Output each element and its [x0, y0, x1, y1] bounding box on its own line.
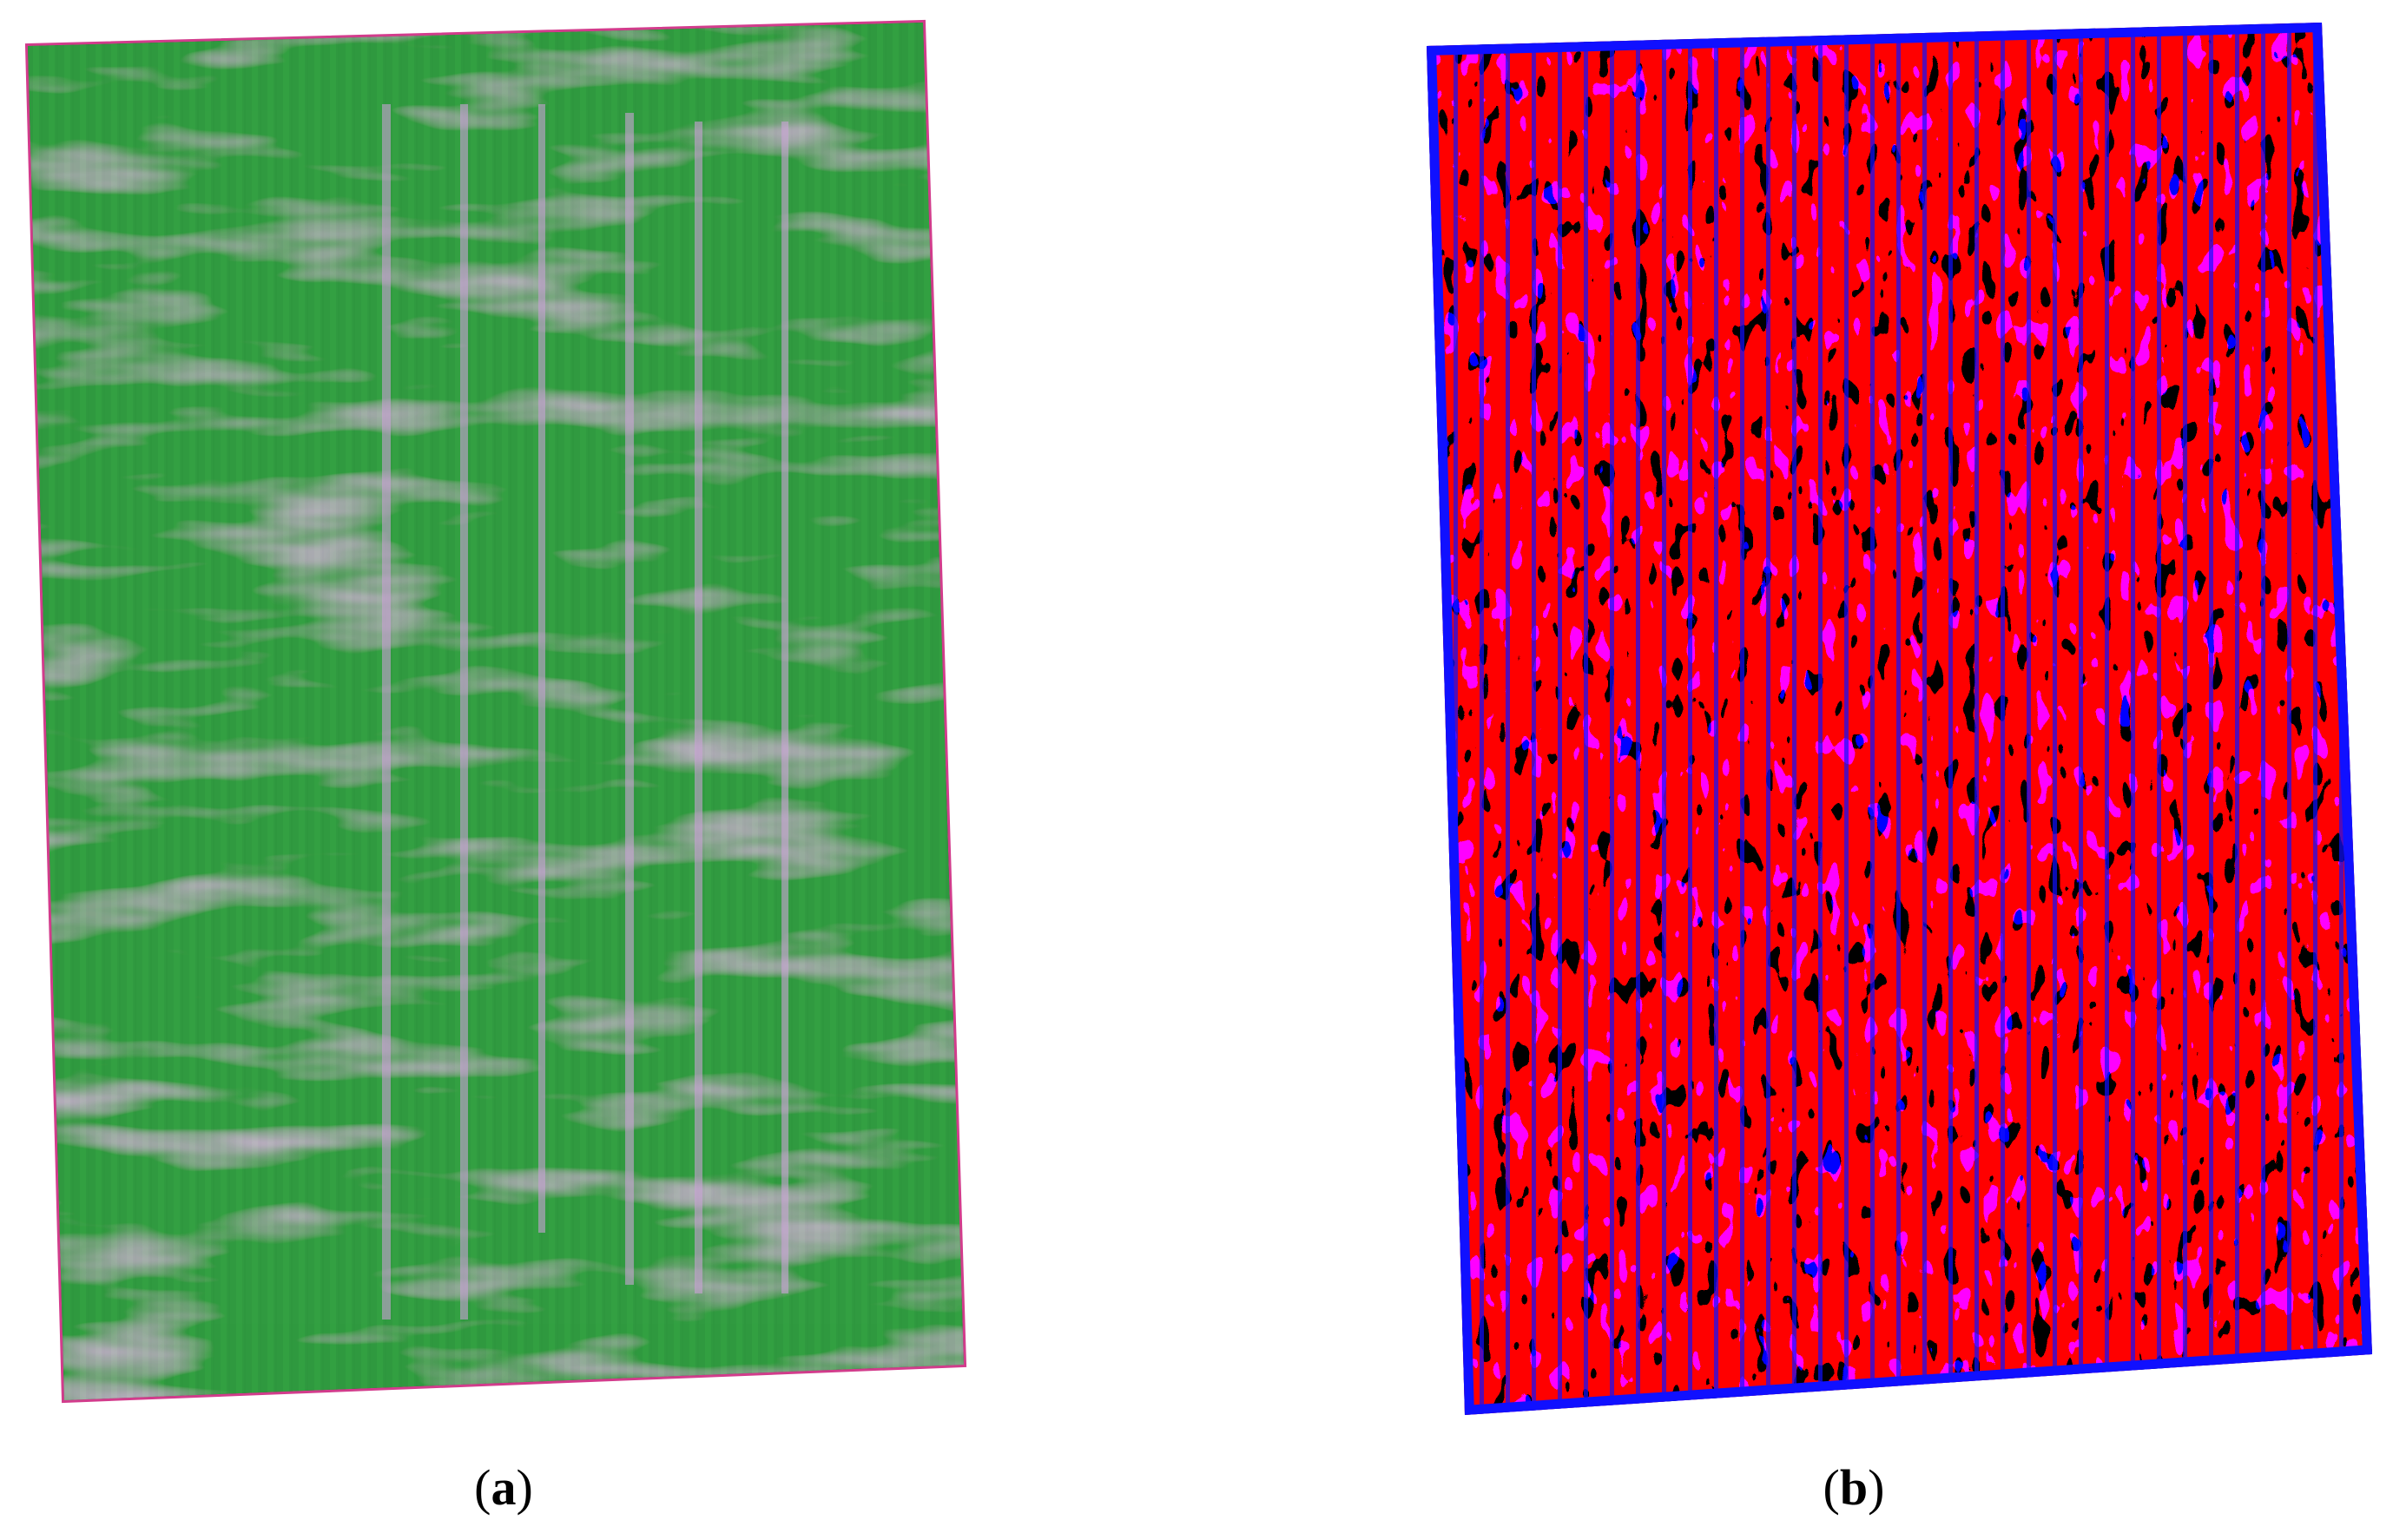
panel-b-image [1427, 23, 2372, 1415]
caption-letter: b [1840, 1459, 1868, 1516]
caption-part: ) [1868, 1459, 1884, 1516]
caption-part: ) [517, 1459, 533, 1516]
panel-a-image [24, 19, 967, 1404]
caption-part: ( [1823, 1459, 1840, 1516]
caption: (b) [1823, 1459, 1885, 1516]
caption: (a) [474, 1459, 533, 1516]
caption-letter: a [491, 1459, 517, 1516]
caption-part: ( [474, 1459, 491, 1516]
